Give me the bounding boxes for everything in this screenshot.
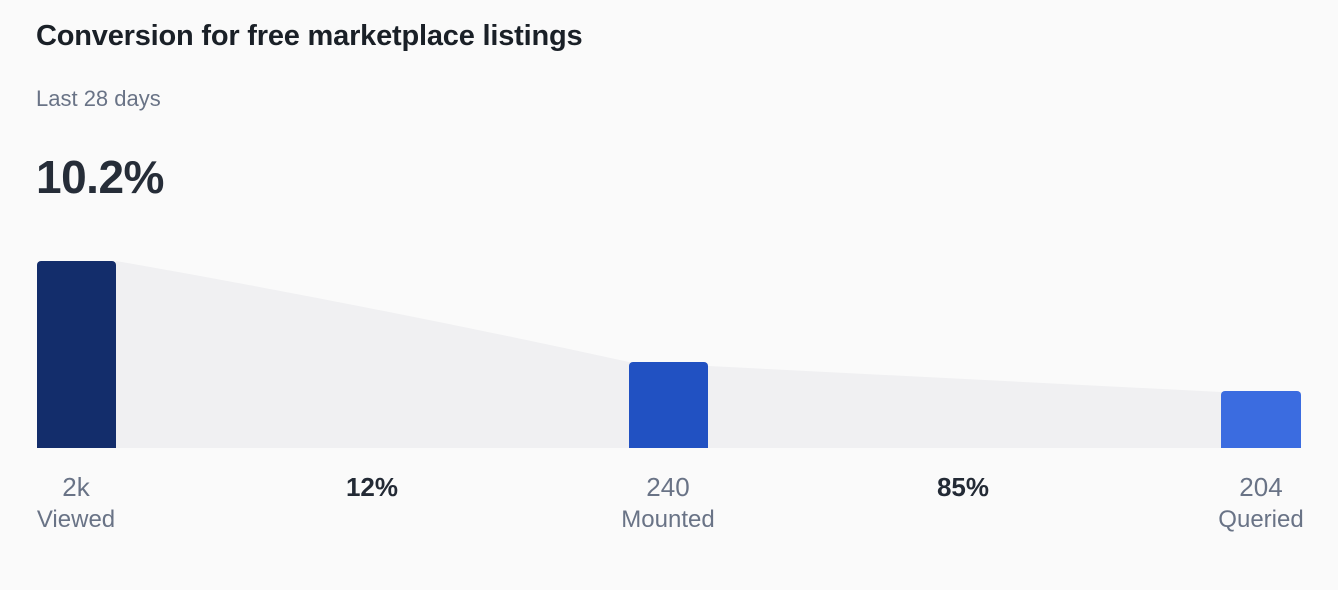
stage-value-mounted: 240: [646, 472, 690, 502]
transition-rate-value: 85%: [936, 472, 990, 502]
card-title: Conversion for free marketplace listings: [36, 20, 583, 52]
funnel-bar-queried: [1221, 391, 1301, 448]
overall-conversion-metric: 10.2%: [36, 151, 164, 203]
stage-name-mounted: Mounted: [621, 506, 715, 533]
transition-rate-value: 12%: [345, 472, 399, 502]
date-range-label: Last 28 days: [36, 86, 161, 111]
funnel-area-shape: [116, 261, 1301, 448]
stage-value-queried: 204: [1239, 472, 1283, 502]
transition-rate-mounted-queried: 85%: [937, 470, 989, 504]
stage-label-viewed: 2k Viewed: [37, 470, 115, 535]
stage-label-queried: 204 Queried: [1218, 470, 1303, 535]
stage-label-mounted: 240 Mounted: [621, 470, 714, 535]
funnel-chart: [0, 0, 1338, 448]
stage-value-viewed: 2k: [62, 472, 90, 502]
stage-name-queried: Queried: [1218, 506, 1304, 533]
stage-name-viewed: Viewed: [36, 506, 116, 533]
transition-rate-viewed-mounted: 12%: [346, 470, 398, 504]
funnel-bar-viewed: [37, 261, 116, 448]
funnel-bar-mounted: [629, 362, 708, 448]
funnel-area-svg: [0, 0, 1338, 448]
